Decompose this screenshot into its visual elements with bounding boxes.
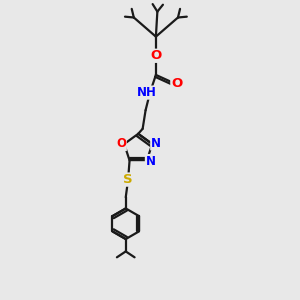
Text: NH: NH [137,86,157,99]
Text: N: N [151,137,161,150]
Text: O: O [116,137,126,151]
Text: N: N [146,154,155,167]
Text: S: S [123,173,133,186]
Text: O: O [150,49,161,62]
Text: O: O [171,77,182,90]
